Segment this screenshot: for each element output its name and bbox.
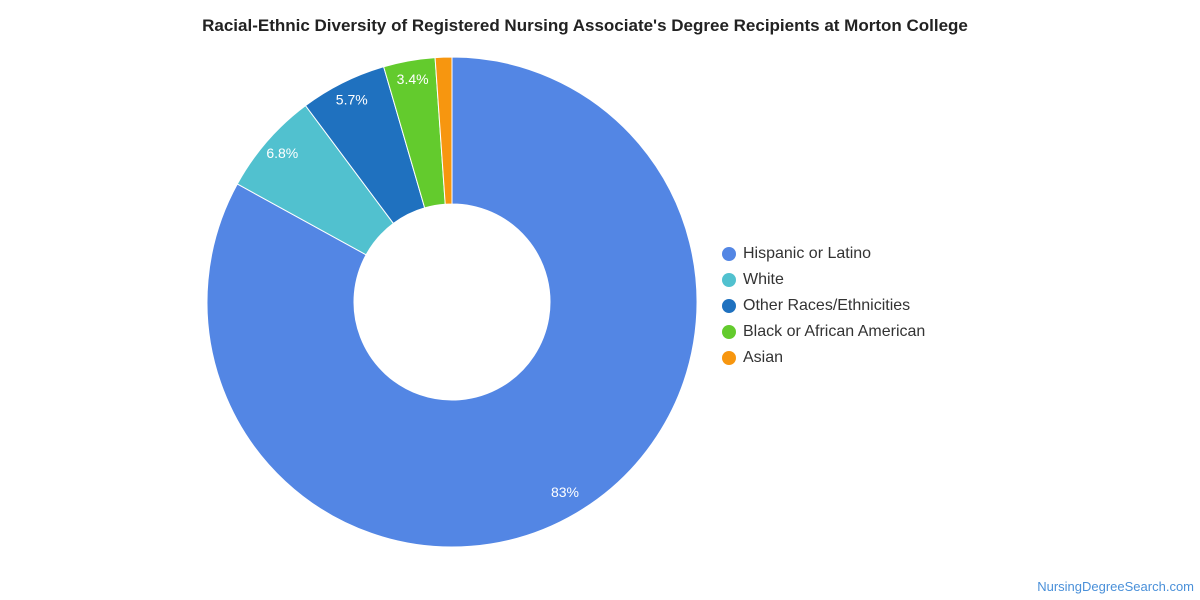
legend-label: Hispanic or Latino	[743, 245, 872, 262]
legend-label: Black or African American	[743, 323, 926, 340]
slice-asian[interactable]	[434, 56, 453, 205]
legend-swatch	[722, 299, 736, 313]
legend-swatch	[722, 325, 736, 339]
legend-item-black-or-african-american[interactable]: Black or African American	[722, 319, 925, 345]
legend-label: Other Races/Ethnicities	[743, 297, 911, 314]
slice-hispanic-or-latino[interactable]	[206, 56, 698, 548]
legend-item-white[interactable]: White	[722, 267, 925, 293]
legend-label: Asian	[743, 349, 784, 366]
legend-item-other-races-ethnicities[interactable]: Other Races/Ethnicities	[722, 293, 925, 319]
legend-item-asian[interactable]: Asian	[722, 345, 925, 371]
legend-swatch	[722, 247, 736, 261]
data-label-black-or-african-american: 3.4%	[397, 71, 429, 87]
legend-label: White	[743, 271, 784, 288]
data-label-white: 6.8%	[266, 145, 298, 161]
chart-legend: Hispanic or Latino White Other Races/Ethni…	[722, 241, 925, 371]
data-label-other-races-ethnicities: 5.7%	[336, 91, 368, 107]
legend-swatch	[722, 351, 736, 365]
chart-title: Racial-Ethnic Diversity of Registered Nu…	[202, 16, 968, 35]
source-link[interactable]: NursingDegreeSearch.com	[1037, 579, 1194, 594]
legend-swatch	[722, 273, 736, 287]
data-label-hispanic-or-latino: 83%	[551, 484, 579, 500]
legend-item-hispanic-or-latino[interactable]: Hispanic or Latino	[722, 241, 925, 267]
